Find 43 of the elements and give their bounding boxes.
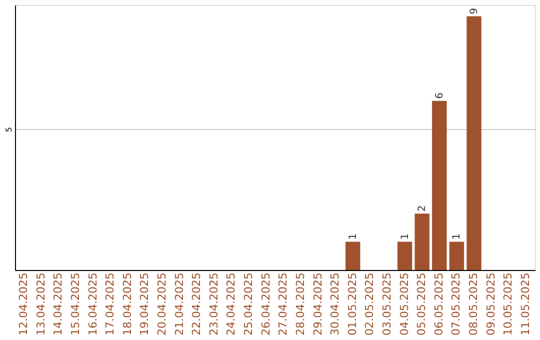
x-tick-label: 22.04.2025 <box>190 272 204 336</box>
x-tick-label: 24.04.2025 <box>224 272 238 336</box>
data-label: 1 <box>400 233 411 240</box>
x-tick-label: 28.04.2025 <box>294 272 307 336</box>
data-label: 6 <box>434 92 446 99</box>
x-tick-label: 26.04.2025 <box>259 272 272 336</box>
bar <box>466 16 482 270</box>
x-tick-label: 19.04.2025 <box>138 272 152 336</box>
bar <box>346 242 360 270</box>
x-tick-label: 10.05.2025 <box>502 272 515 336</box>
x-tick-label: 20.04.2025 <box>156 272 169 336</box>
bar <box>449 242 464 270</box>
x-tick-label: 04.05.2025 <box>398 272 411 336</box>
x-tick-label: 27.04.2025 <box>276 272 290 336</box>
x-tick-label: 07.05.2025 <box>450 272 463 336</box>
x-tick-label: 18.04.2025 <box>120 272 134 336</box>
x-tick-label: 05.05.2025 <box>415 272 428 336</box>
x-tick-label: 16.04.2025 <box>86 272 100 336</box>
data-label: 1 <box>452 233 463 240</box>
x-tick-label: 03.05.2025 <box>380 272 394 336</box>
x-tick-label: 15.04.2025 <box>69 272 82 336</box>
bar <box>432 100 447 270</box>
x-tick-label: 12.04.2025 <box>17 272 30 336</box>
data-label: 2 <box>417 205 428 212</box>
x-tick-label: 06.05.2025 <box>432 272 446 336</box>
y-tick-label: 5 <box>4 126 14 132</box>
x-tick-label: 01.05.2025 <box>346 272 359 336</box>
x-tick-label: 08.05.2025 <box>467 272 480 336</box>
bar <box>414 214 430 270</box>
x-tick-label: 23.04.2025 <box>207 272 220 336</box>
x-tick-label: 09.05.2025 <box>484 272 498 336</box>
x-tick-label: 13.04.2025 <box>34 272 48 336</box>
x-tick-label: 21.04.2025 <box>172 272 186 336</box>
x-tick-label: 17.04.2025 <box>104 272 117 336</box>
data-label: 9 <box>469 8 480 14</box>
data-label: 1 <box>348 233 359 240</box>
x-tick-label: 30.04.2025 <box>328 272 342 336</box>
x-tick-label: 29.04.2025 <box>311 272 324 336</box>
x-tick-label: 14.04.2025 <box>52 272 65 336</box>
x-tick-label: 25.04.2025 <box>242 272 256 336</box>
x-tick-label: 02.05.2025 <box>363 272 376 336</box>
bar <box>397 242 412 270</box>
x-tick-label: 11.05.2025 <box>518 272 532 336</box>
